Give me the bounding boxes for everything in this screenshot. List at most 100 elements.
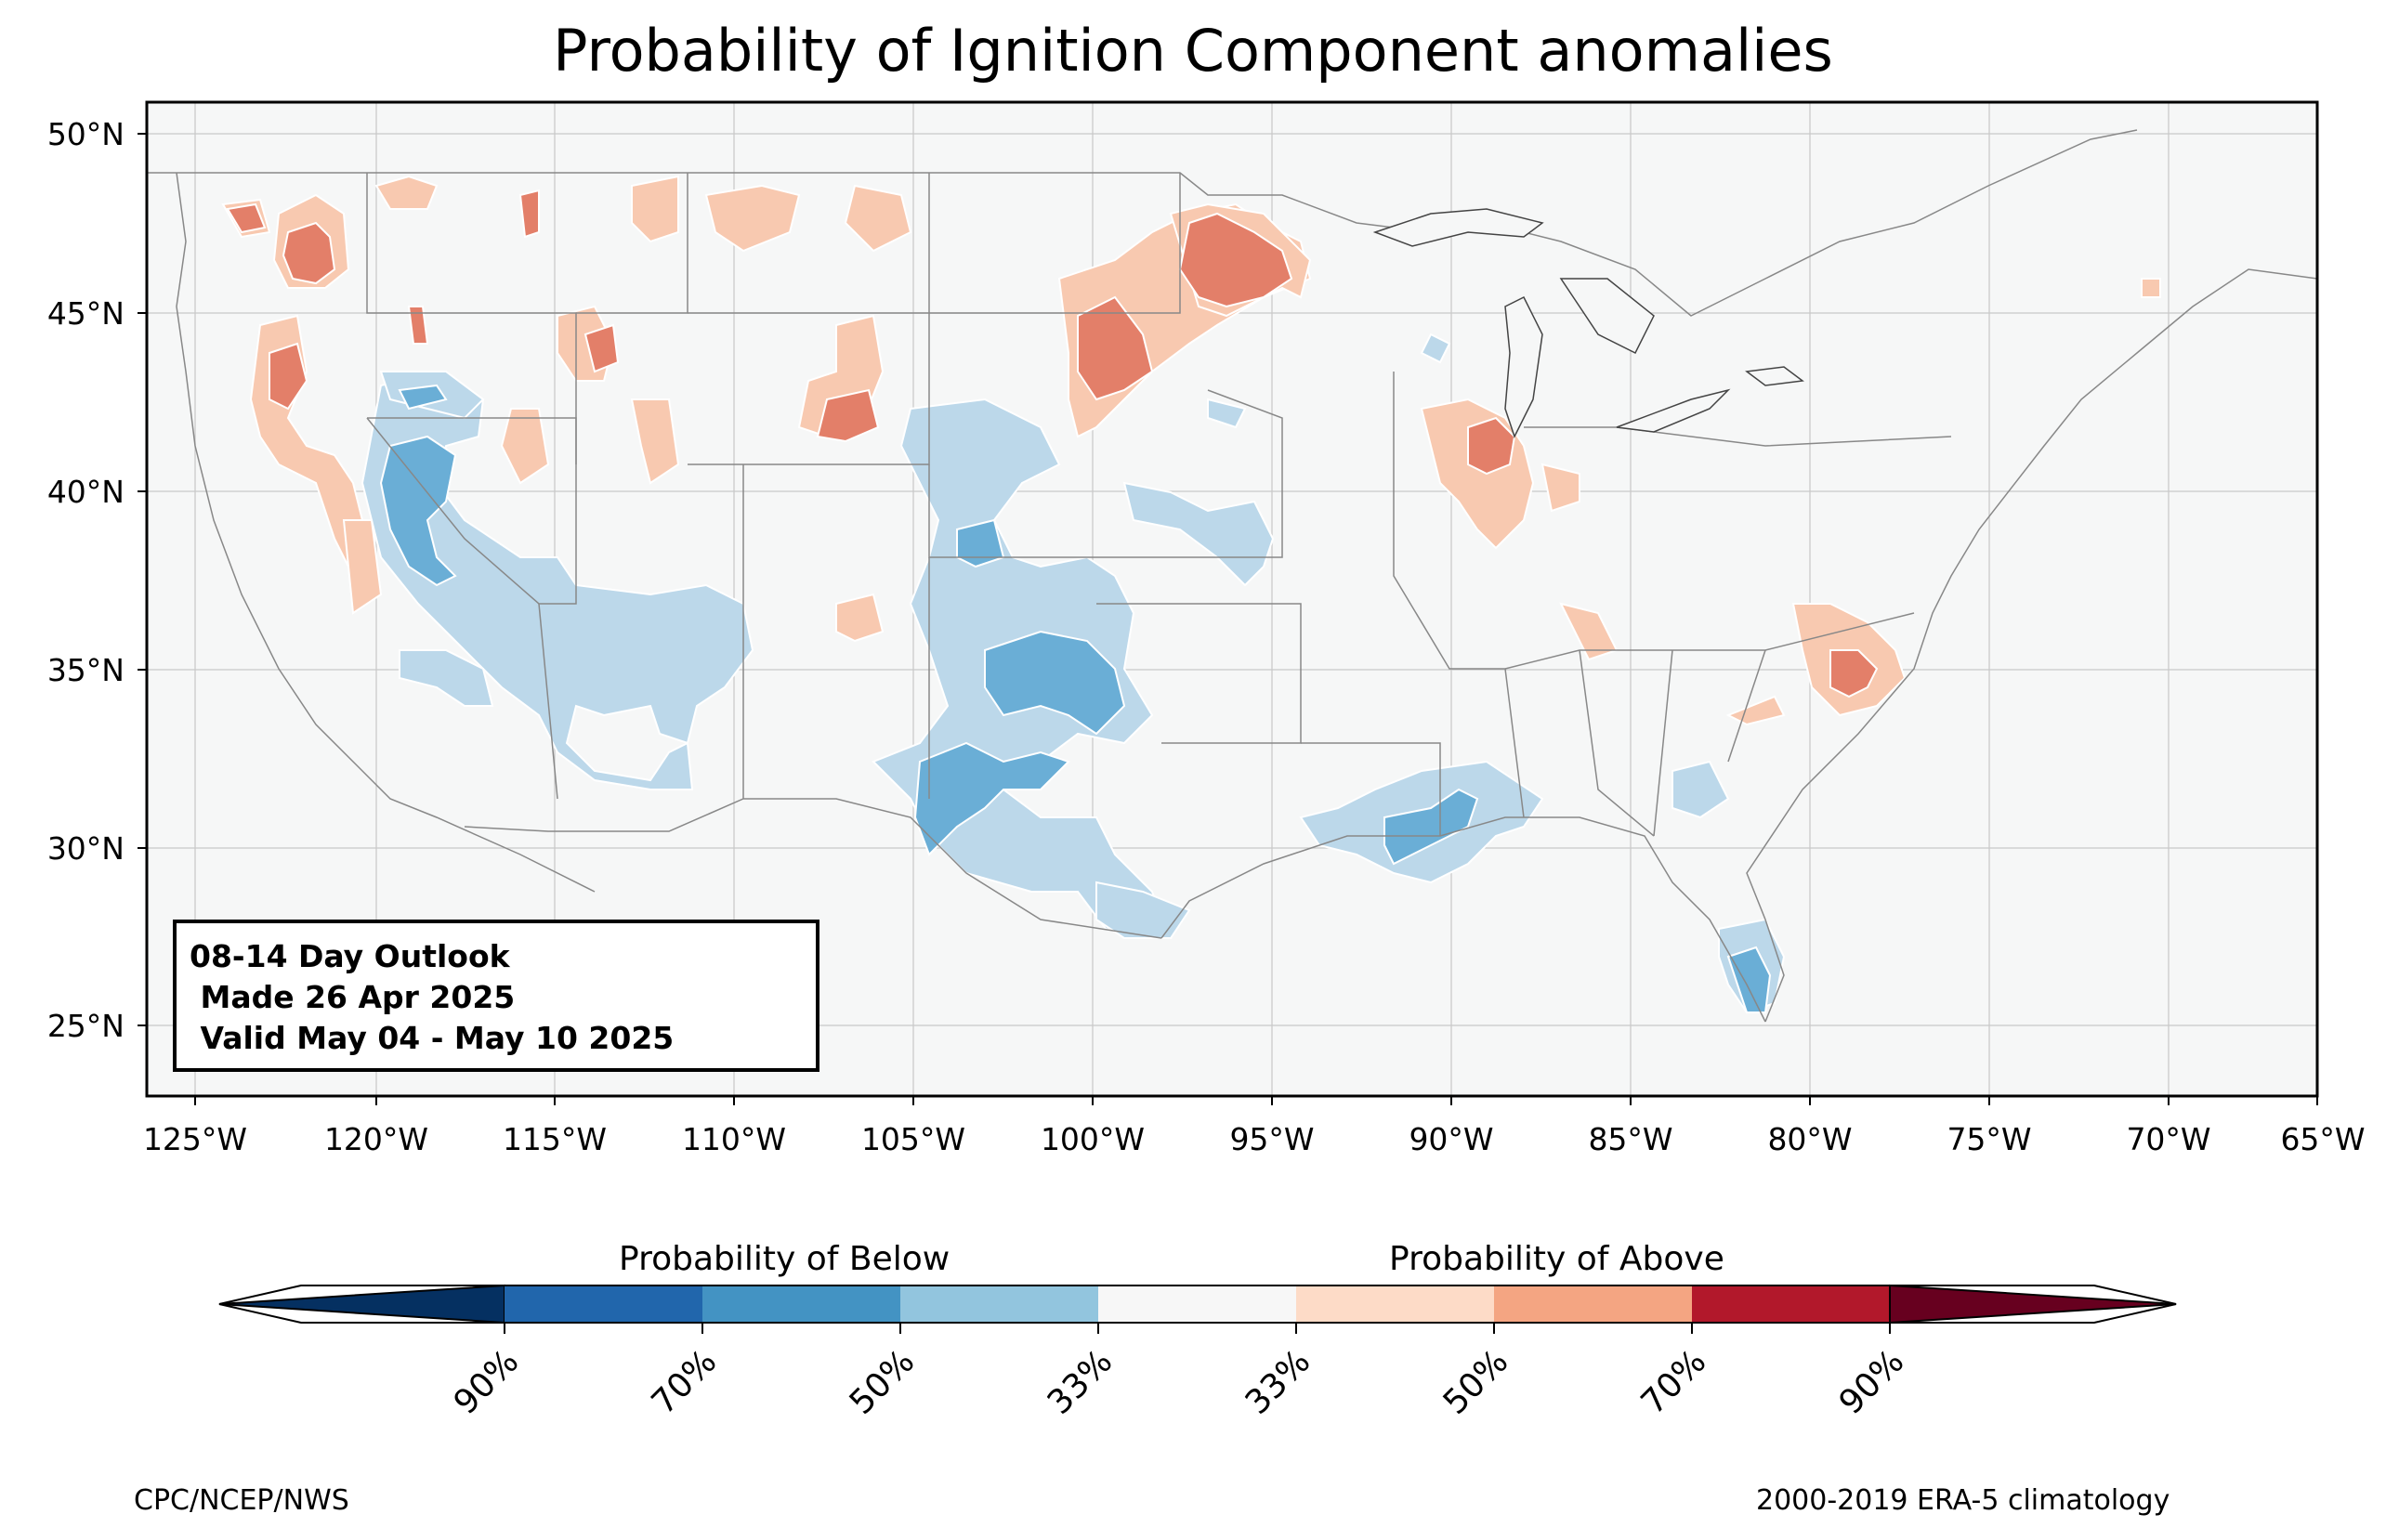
lake-michigan <box>1504 295 1543 438</box>
state-line-1 <box>366 173 577 464</box>
outlook-made-date: Made 26 Apr 2025 <box>190 979 516 1015</box>
state-line-17 <box>366 417 577 605</box>
colorbar-segment-3 <box>900 1286 1098 1323</box>
map-title: Probability of Ignition Component anomal… <box>553 17 1833 85</box>
state-line-14 <box>1504 668 1525 818</box>
state-line-7 <box>1096 389 1283 558</box>
lon-label: 110°W <box>682 1121 786 1157</box>
lon-label: 115°W <box>503 1121 607 1157</box>
lat-label: 40°N <box>47 474 125 510</box>
state-line-12 <box>1524 426 1952 447</box>
colorbar-segment-7 <box>1494 1286 1692 1323</box>
credit-agency: CPC/NCEP/NWS <box>134 1484 349 1517</box>
above-region-colorado <box>835 593 885 643</box>
outlook-period: 08-14 Day Outlook <box>190 938 510 974</box>
below-region-texas-coast <box>1095 881 1191 939</box>
below-region-southeast <box>1672 760 1730 819</box>
colorbar-tick: 50% <box>1436 1342 1516 1422</box>
above-region-california <box>342 519 383 615</box>
state-line-16 <box>1727 649 1766 763</box>
east-coast <box>1746 268 2318 1023</box>
state-line-9 <box>1096 603 1302 744</box>
below-region-nevada-core <box>379 435 457 587</box>
above-region-montana-c <box>704 184 801 253</box>
above-region-wyoming-core <box>816 388 880 443</box>
lon-label: 80°W <box>1767 1121 1852 1157</box>
colorbar-tick: 70% <box>1634 1342 1714 1422</box>
lat-label: 50°N <box>47 116 125 152</box>
colorbar-segment-9b <box>1692 1286 1890 1323</box>
colorbar-segment-1 <box>505 1286 702 1323</box>
colorbar-segment-0 <box>218 1284 505 1325</box>
above-region-georgia <box>1725 695 1786 726</box>
lon-label: 75°W <box>1947 1121 2031 1157</box>
lat-label: 45°N <box>47 295 125 332</box>
colorbar <box>218 1284 2177 1334</box>
above-region-montana-a <box>374 175 439 210</box>
lon-label: 70°W <box>2126 1121 2210 1157</box>
above-region-montana-core <box>518 189 540 239</box>
below-region-kansas-core <box>956 518 1005 568</box>
colorbar-tick: 70% <box>645 1342 725 1422</box>
below-region-idaho-core <box>398 384 448 411</box>
canada-border <box>147 129 2138 317</box>
below-region-arizona <box>399 649 494 707</box>
colorbar-tick: 33% <box>1041 1342 1121 1422</box>
lon-label: 100°W <box>1041 1121 1145 1157</box>
above-region-idaho-core <box>583 323 620 373</box>
lake-huron <box>1559 278 1655 355</box>
state-line-18 <box>538 603 558 800</box>
above-region-wa-core <box>282 221 336 285</box>
lon-label: 65°W <box>2280 1121 2365 1157</box>
above-region-utah-core <box>407 306 429 345</box>
colorbar-segment-10 <box>1889 1284 2177 1325</box>
below-region-west-texas-core <box>913 741 1070 856</box>
above-region-nc-core <box>1829 649 1879 698</box>
lon-label: 120°W <box>324 1121 428 1157</box>
lat-labels: 50°N 45°N 40°N 35°N 30°N 25°N <box>47 116 125 1044</box>
state-line-11 <box>1393 372 1915 670</box>
colorbar-tick: 90% <box>1832 1342 1912 1422</box>
map-frame <box>145 100 2319 1098</box>
lon-labels: 125°W 120°W 115°W 110°W 105°W 100°W 95°W… <box>143 1121 2366 1157</box>
mexico-border <box>464 798 1162 939</box>
colorbar-segment-6 <box>1296 1286 1494 1323</box>
west-coast <box>176 172 596 893</box>
above-region-illinois-core <box>1467 416 1516 476</box>
below-region-illinois <box>1420 333 1451 364</box>
lon-label: 90°W <box>1409 1121 1493 1157</box>
below-50-70-regions <box>379 384 1772 1013</box>
above-region-nevada <box>500 408 550 485</box>
colorbar-segment-5 <box>1098 1286 1296 1323</box>
colorbar-outline <box>218 1285 2177 1324</box>
colorbar-tick: 50% <box>843 1342 923 1422</box>
lon-label: 85°W <box>1588 1121 1672 1157</box>
below-region-central-plains-b <box>1207 398 1247 429</box>
below-region-great-basin <box>361 370 754 790</box>
lake-ontario <box>1745 366 1804 386</box>
state-line-15 <box>1653 649 1673 837</box>
credit-climatology: 2000-2019 ERA-5 climatology <box>1756 1484 2170 1517</box>
axis-ticks <box>138 133 2318 1105</box>
colorbar-tick: 33% <box>1239 1342 1318 1422</box>
lat-label: 30°N <box>47 830 125 867</box>
above-region-montana-d <box>844 184 912 253</box>
above-region-utah <box>630 398 680 485</box>
gulf-coast <box>1160 816 1766 1023</box>
boundaries <box>147 129 2318 1023</box>
outlook-info-box: 08-14 Day Outlook Made 26 Apr 2025 Valid… <box>173 920 819 1072</box>
colorbar-below-title: Probability of Below <box>619 1240 950 1278</box>
below-region-central-plains <box>1122 481 1275 587</box>
below-region-new-mexico-core <box>984 630 1126 736</box>
below-region-florida-core <box>1726 946 1772 1013</box>
state-line-10 <box>1301 742 1441 836</box>
lon-label: 125°W <box>143 1121 247 1157</box>
above-region-dakota-core <box>1077 295 1154 401</box>
lat-label: 35°N <box>47 652 125 688</box>
above-50-70-regions <box>226 189 1879 698</box>
above-region-montana-b <box>631 175 679 243</box>
colorbar-tick-labels: 90% 70% 50% 33% 33% 50% 70% 90% <box>447 1342 1912 1422</box>
outlook-valid-range: Valid May 04 - May 10 2025 <box>190 1020 675 1056</box>
above-region-minnesota-core <box>1178 212 1293 308</box>
